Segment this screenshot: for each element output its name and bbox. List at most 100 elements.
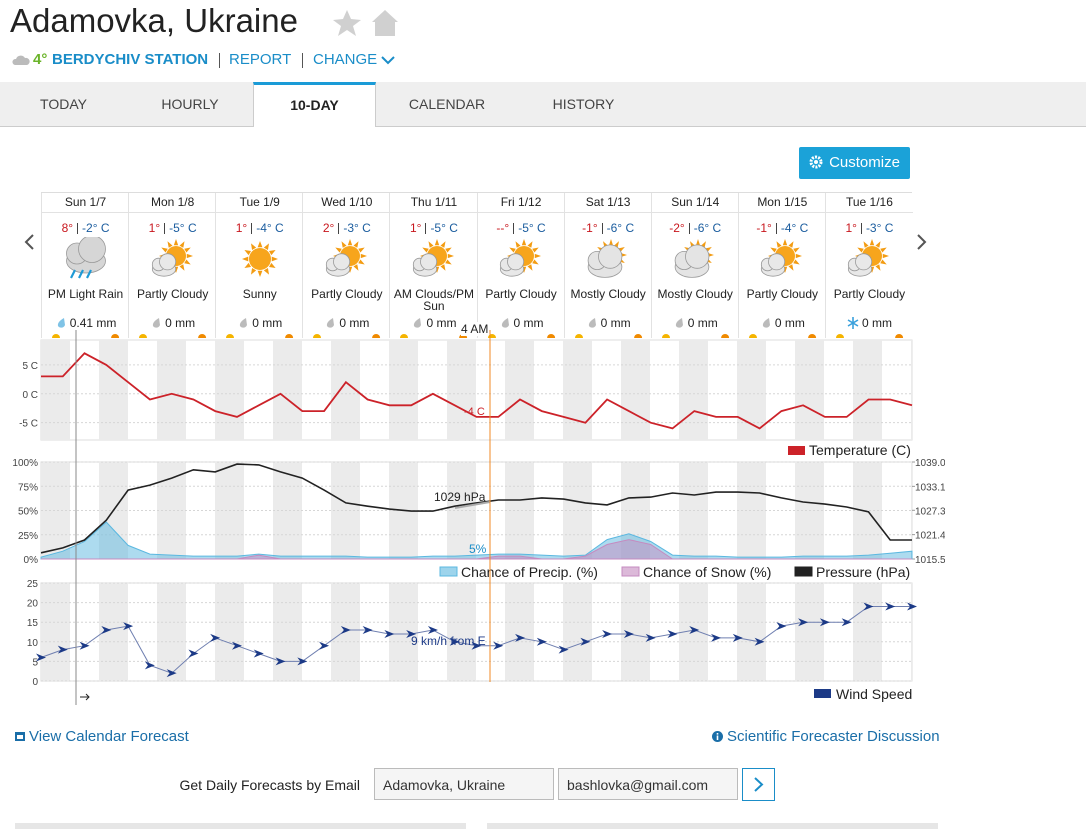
discussion-link[interactable]: Scientific Forecaster Discussion <box>727 728 940 745</box>
precip: 0.41 mm <box>42 316 129 330</box>
y-tick-label: 5 <box>32 657 38 668</box>
wind-arrow <box>711 633 722 642</box>
separator <box>775 222 777 234</box>
sun-moon-markers <box>835 334 903 338</box>
night-band <box>853 583 882 681</box>
precip: 0 mm <box>652 316 739 330</box>
wind-arrow <box>471 641 482 650</box>
hover-time: 4 AM <box>461 322 489 336</box>
station-cloud-icon <box>12 55 30 65</box>
separator <box>164 222 166 234</box>
y-tick-label: 75% <box>18 482 38 493</box>
wind-arrow <box>297 657 308 666</box>
y-tick-label: -5 C <box>19 419 38 430</box>
legend-swatch <box>621 566 640 577</box>
station-temperature: 4° <box>33 51 48 68</box>
plot-area <box>40 582 913 682</box>
tab[interactable]: HOURLY <box>161 96 219 112</box>
customize-label: Customize <box>829 154 900 171</box>
wind-arrow <box>123 622 134 631</box>
legend-swatch <box>794 566 813 577</box>
precip-icon <box>153 318 161 328</box>
y-tick-label: 15 <box>27 618 39 629</box>
wind-arrow <box>515 633 526 642</box>
wind-arrow <box>406 629 417 638</box>
precip-amount: 0.41 mm <box>69 316 117 330</box>
report-link[interactable]: REPORT <box>229 51 292 68</box>
panel <box>15 823 466 829</box>
condition: Partly Cloudy <box>746 287 819 301</box>
day-date: Wed 1/10 <box>303 193 391 213</box>
night-band <box>99 340 128 440</box>
wind-arrow <box>449 637 460 646</box>
tab[interactable]: TODAY <box>40 96 87 112</box>
forecast-day: Sun 1/7 8° -2° C PM Light Rain 0.41 mm <box>41 193 130 338</box>
condition: Partly Cloudy <box>136 287 209 301</box>
wind-arrow <box>689 626 700 635</box>
next-arrow[interactable] <box>914 232 930 252</box>
forecast-day: Tue 1/9 1° -4° C Sunny 0 mm <box>215 193 304 338</box>
location-input[interactable]: Adamovka, Ukraine <box>374 768 554 800</box>
condition: PM Light Rain <box>47 287 124 301</box>
change-chevron[interactable] <box>380 54 398 66</box>
tab[interactable]: CALENDAR <box>408 96 486 112</box>
precip-area <box>41 539 912 560</box>
separator <box>338 222 340 234</box>
hover-wind: 9 km/h from E <box>411 634 486 648</box>
calendar-icon <box>15 732 25 741</box>
night-band <box>389 340 418 440</box>
condition: Partly Cloudy <box>311 287 383 301</box>
night-band <box>621 583 650 681</box>
day-temperatures: 1° -5° C <box>129 221 216 235</box>
precip-amount: 0 mm <box>687 316 718 330</box>
high-temperature: 2° <box>322 221 335 235</box>
change-link[interactable]: CHANGE <box>313 51 378 68</box>
legend-label: Temperature (C) <box>809 442 911 458</box>
y-tick-label: 100% <box>12 458 38 469</box>
wind-arrow <box>188 649 199 658</box>
customize-button[interactable]: Customize <box>799 147 910 179</box>
sun-moon-markers <box>226 334 294 338</box>
wind-arrow <box>667 629 678 638</box>
wind-arrow <box>645 633 656 642</box>
day-date: Thu 1/11 <box>390 193 478 213</box>
weather-icon <box>587 239 628 278</box>
current-time-arrow <box>80 693 90 701</box>
weather-icon <box>325 239 367 277</box>
separator <box>251 222 253 234</box>
precip-amount: 0 mm <box>426 316 457 330</box>
weather-icon <box>151 239 193 277</box>
tab[interactable]: HISTORY <box>552 96 615 112</box>
favorite-star[interactable] <box>333 10 361 36</box>
sun-moon-markers <box>661 334 729 338</box>
precip-amount: 0 mm <box>252 316 283 330</box>
home-icon[interactable] <box>372 10 398 36</box>
page-title: Adamovka, Ukraine <box>10 2 298 39</box>
precip: 0 mm <box>129 316 216 330</box>
precip: 0 mm <box>390 316 477 330</box>
previous-arrow[interactable] <box>22 232 38 252</box>
high-temperature: -2° <box>669 221 685 235</box>
y2-tick-label: 1039.0 <box>915 458 946 469</box>
pressure-pointer <box>454 501 491 509</box>
separator <box>601 222 603 234</box>
wind-arrow <box>754 637 765 646</box>
legend-label: Wind Speed <box>836 686 912 702</box>
submit-button[interactable] <box>742 768 775 801</box>
y-tick-label: 0% <box>24 555 39 566</box>
y-tick-label: 25% <box>18 531 38 542</box>
separator <box>860 222 862 234</box>
calendar-link[interactable]: View Calendar Forecast <box>29 728 189 745</box>
sun-moon-markers <box>748 334 816 338</box>
station-name[interactable]: BERDYCHIV STATION <box>52 51 209 68</box>
tab[interactable]: 10-DAY <box>253 82 376 127</box>
night-band <box>795 583 824 681</box>
high-temperature: 1° <box>235 221 248 235</box>
precip: 0 mm <box>216 316 303 330</box>
day-date: Tue 1/16 <box>825 193 913 213</box>
precip-amount: 0 mm <box>600 316 631 330</box>
night-band <box>389 583 418 681</box>
night-band <box>41 583 70 681</box>
email-input[interactable]: bashlovka@gmail.com <box>558 768 738 800</box>
forecast-day: Thu 1/11 1° -5° C AM Clouds/PM Sun 0 mm <box>389 193 478 338</box>
